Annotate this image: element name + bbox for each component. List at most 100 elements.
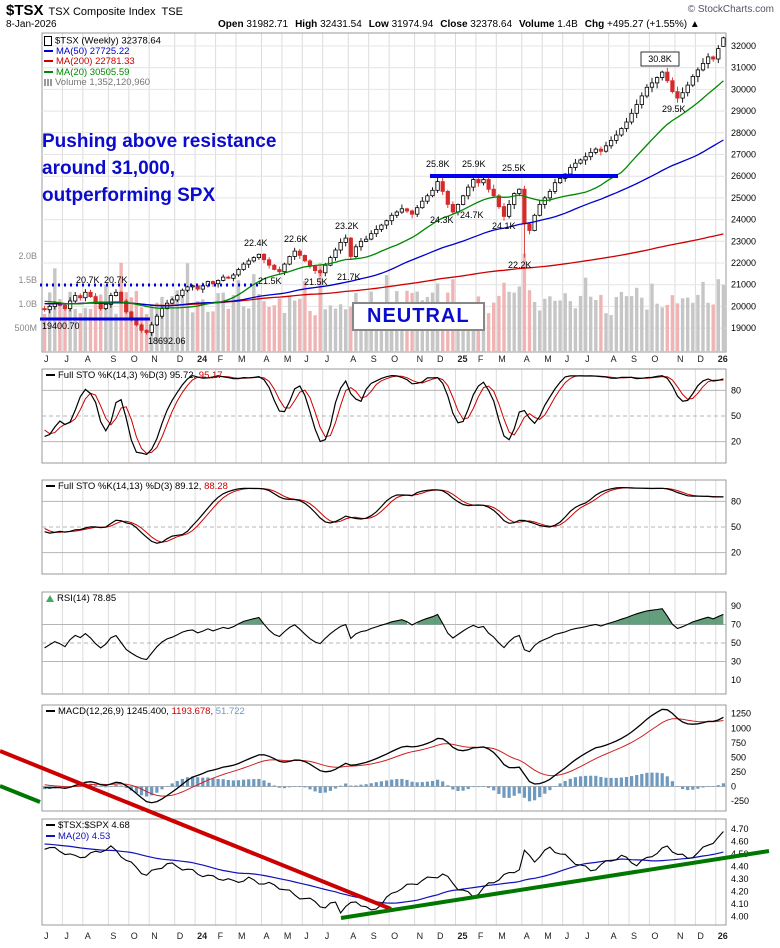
close-value: 32378.64 bbox=[470, 19, 513, 30]
svg-text:4.60: 4.60 bbox=[731, 836, 749, 846]
svg-text:20000: 20000 bbox=[731, 301, 756, 311]
line-icon bbox=[46, 710, 55, 713]
svg-text:M: M bbox=[498, 354, 506, 364]
macd-refs: 1250 1000 750 500 250 0 -250 bbox=[42, 709, 751, 806]
svg-text:D: D bbox=[697, 354, 704, 364]
svg-text:J: J bbox=[64, 354, 69, 364]
sto-fast-d-line bbox=[44, 375, 724, 454]
ma20-line bbox=[44, 80, 724, 309]
sto2-refs: 80 50 20 bbox=[42, 496, 741, 558]
svg-text:23.2K: 23.2K bbox=[335, 221, 359, 231]
svg-text:S: S bbox=[110, 931, 116, 941]
svg-text:D: D bbox=[697, 931, 704, 941]
svg-text:22.6K: 22.6K bbox=[284, 234, 308, 244]
svg-text:500: 500 bbox=[731, 752, 746, 762]
svg-text:J: J bbox=[64, 931, 69, 941]
neutral-badge: NEUTRAL bbox=[352, 302, 485, 331]
svg-text:21.5K: 21.5K bbox=[258, 276, 282, 286]
svg-text:25000: 25000 bbox=[731, 193, 756, 203]
chart-header: $TSX TSX Composite Index TSE bbox=[6, 2, 183, 20]
ma200-line-icon bbox=[44, 60, 53, 63]
svg-text:N: N bbox=[677, 354, 684, 364]
svg-text:10: 10 bbox=[731, 675, 741, 685]
svg-text:4.70: 4.70 bbox=[731, 824, 749, 834]
svg-text:21.7K: 21.7K bbox=[337, 272, 361, 282]
main-x-axis: J J A S O N D 24 F M A M J J A S O N D 25 F M A M J J A S O N D 26 bbox=[44, 354, 728, 364]
bottom-x-axis: J J A S O N D 24 F M A M J J A S O N D 25 F M A M J J A S O N D 26 bbox=[44, 931, 728, 941]
svg-text:18692.06: 18692.06 bbox=[148, 336, 186, 346]
svg-text:19400.70: 19400.70 bbox=[42, 321, 80, 331]
macd-legend: MACD(12,26,9) 1245.400, 1193.678, 51.722 bbox=[46, 706, 245, 718]
sto-slow-k-line bbox=[44, 486, 724, 544]
svg-text:M: M bbox=[544, 354, 552, 364]
volume-value: 1.4B bbox=[557, 19, 578, 30]
ratio-ma-line bbox=[44, 843, 724, 904]
svg-text:24000: 24000 bbox=[731, 215, 756, 225]
stockcharts-copyright-link[interactable]: © StockCharts.com bbox=[687, 4, 774, 15]
svg-text:J: J bbox=[325, 354, 330, 364]
svg-text:0: 0 bbox=[731, 782, 736, 792]
macd-hist-value: 51.722 bbox=[215, 706, 245, 717]
svg-text:25.5K: 25.5K bbox=[502, 163, 526, 173]
chg-label: Chg bbox=[584, 19, 605, 30]
svg-text:24: 24 bbox=[197, 931, 207, 941]
svg-text:25: 25 bbox=[458, 354, 468, 364]
svg-text:A: A bbox=[85, 931, 91, 941]
chart-date: 8-Jan-2026 bbox=[6, 19, 57, 30]
svg-text:80: 80 bbox=[731, 385, 741, 395]
svg-text:70: 70 bbox=[731, 620, 741, 630]
svg-text:19000: 19000 bbox=[731, 323, 756, 333]
svg-text:1250: 1250 bbox=[731, 709, 751, 719]
chg-value: +495.27 (+1.55%) ▲ bbox=[607, 19, 700, 30]
boxed-price-label bbox=[640, 51, 680, 67]
svg-text:1000: 1000 bbox=[731, 723, 751, 733]
annotations-layer: 20.7K 20.7K 18692.06 19400.70 21.5K 21.5K 21.7… bbox=[0, 51, 770, 920]
ratio-line bbox=[44, 831, 724, 915]
ratio-refs: 4.704.604.504.404.304.204.104.00 bbox=[731, 824, 749, 921]
svg-text:N: N bbox=[151, 354, 158, 364]
svg-text:A: A bbox=[85, 354, 91, 364]
symbol-name: TSX Composite Index bbox=[48, 6, 156, 18]
volume-legend: Volume 1,352,120,960 bbox=[55, 77, 151, 88]
svg-text:A: A bbox=[611, 354, 617, 364]
svg-text:J: J bbox=[565, 931, 570, 941]
svg-text:26000: 26000 bbox=[731, 171, 756, 181]
sto-slow-legend: Full STO %K(14,13) %D(3) 89.12, 88.28 bbox=[46, 481, 228, 493]
green-trendline-ratio bbox=[340, 849, 770, 920]
ma50-line bbox=[44, 139, 724, 307]
svg-text:N: N bbox=[677, 931, 684, 941]
svg-text:30.8K: 30.8K bbox=[648, 54, 672, 64]
sto-slow-label: Full STO %K(14,13) %D(3) 89.12, bbox=[58, 481, 202, 492]
svg-text:N: N bbox=[151, 931, 158, 941]
svg-text:S: S bbox=[631, 931, 637, 941]
svg-text:M: M bbox=[498, 931, 506, 941]
svg-text:-250: -250 bbox=[731, 796, 749, 806]
svg-text:D: D bbox=[437, 931, 444, 941]
svg-text:24.3K: 24.3K bbox=[430, 215, 454, 225]
sto-fast-k-line bbox=[44, 374, 724, 456]
svg-text:A: A bbox=[264, 931, 270, 941]
svg-text:26: 26 bbox=[718, 354, 728, 364]
svg-text:F: F bbox=[478, 354, 484, 364]
svg-text:N: N bbox=[417, 354, 424, 364]
svg-text:30: 30 bbox=[731, 657, 741, 667]
svg-text:26: 26 bbox=[718, 931, 728, 941]
svg-text:30000: 30000 bbox=[731, 84, 756, 94]
sto1-refs: 80 50 20 bbox=[42, 385, 741, 447]
volume-y-axis: 2.0B 1.5B 1.0B 500M bbox=[14, 251, 37, 333]
svg-text:O: O bbox=[131, 354, 138, 364]
svg-text:M: M bbox=[238, 354, 246, 364]
svg-text:250: 250 bbox=[731, 767, 746, 777]
svg-text:20: 20 bbox=[731, 548, 741, 558]
svg-text:21.5K: 21.5K bbox=[304, 277, 328, 287]
svg-text:50: 50 bbox=[731, 638, 741, 648]
low-label: Low bbox=[368, 19, 389, 30]
svg-text:25: 25 bbox=[458, 931, 468, 941]
macd-signal-value: 1193.678, bbox=[171, 706, 214, 717]
svg-text:50: 50 bbox=[731, 411, 741, 421]
green-trendline-left bbox=[0, 784, 41, 804]
svg-text:20.7K: 20.7K bbox=[76, 275, 100, 285]
line-icon bbox=[46, 824, 55, 827]
svg-text:21000: 21000 bbox=[731, 280, 756, 290]
